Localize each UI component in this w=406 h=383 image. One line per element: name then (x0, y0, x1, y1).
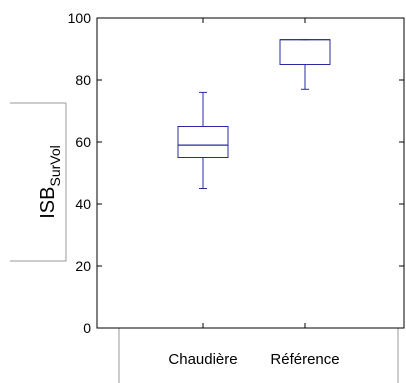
y-axis-title: ISBSurVol (37, 145, 63, 219)
box-1 (177, 91, 229, 189)
y-axis: 0 20 40 60 80 100 (68, 10, 404, 336)
plot-area (96, 17, 405, 329)
y-tick-label: 80 (75, 72, 91, 88)
x-category-label: Chaudière (168, 351, 237, 368)
y-tick-label: 40 (75, 196, 91, 212)
box-series (177, 39, 331, 189)
y-tick-label: 60 (75, 134, 91, 150)
y-tick-label: 100 (68, 10, 92, 26)
ylabel-panel (10, 102, 67, 262)
y-axis-title-main: ISB (37, 187, 59, 219)
y-axis-title-subscript: SurVol (47, 145, 63, 186)
box-iqr (279, 39, 331, 65)
y-tick-label: 20 (75, 258, 91, 274)
x-category-label: Référence (270, 351, 339, 368)
xlabel-panel (118, 327, 399, 383)
box-2 (279, 39, 331, 90)
y-tick-label: 0 (83, 320, 91, 336)
box-iqr (177, 126, 229, 158)
x-axis: Chaudière Référence (168, 18, 340, 368)
